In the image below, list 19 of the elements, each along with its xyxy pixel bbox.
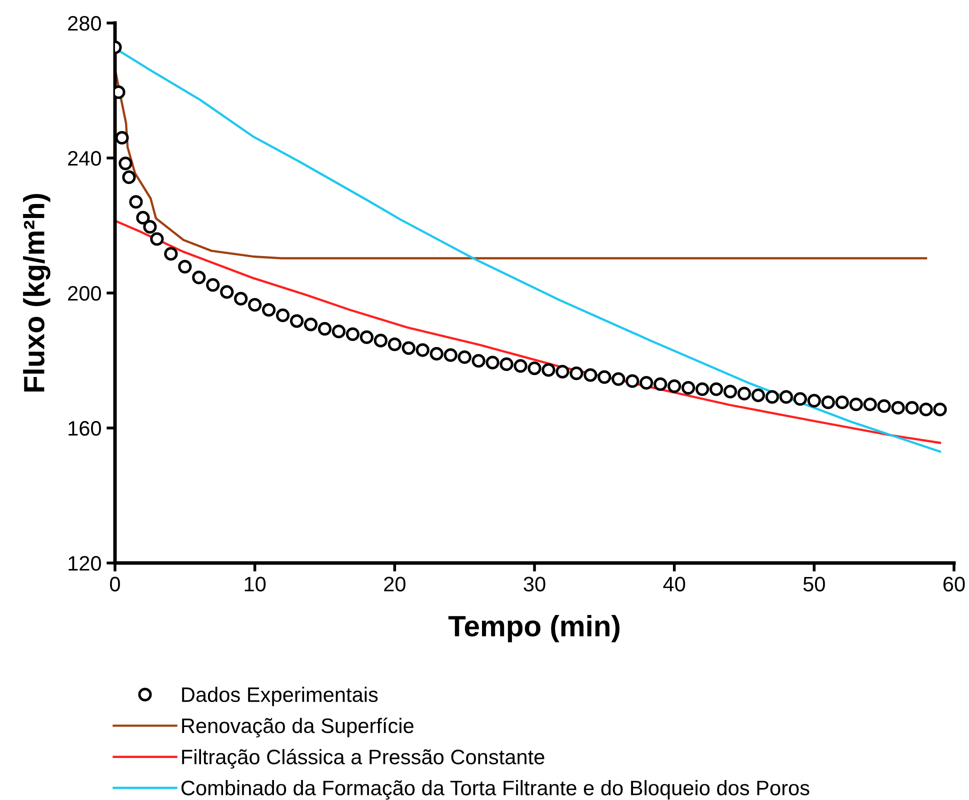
y-tick-label: 240 xyxy=(68,151,101,166)
x-tick-label: 30 xyxy=(524,576,546,592)
legend-label: Dados Experimentais xyxy=(182,686,378,706)
x-tick-label: 60 xyxy=(943,576,965,592)
legend-label: Filtração Clássica a Pressão Constante xyxy=(182,748,544,769)
line-series xyxy=(115,220,942,444)
y-tick-label: 200 xyxy=(68,286,101,301)
y-tick-label: 160 xyxy=(68,421,101,436)
x-tick-label: 0 xyxy=(110,576,120,592)
x-axis-title: Tempo (min) xyxy=(448,615,620,642)
legend-label: Renovação da Superfície xyxy=(182,718,414,738)
y-tick-label: 280 xyxy=(68,16,101,31)
y-axis-title: Fluxo (kg/m²h) xyxy=(23,194,50,392)
x-tick-label: 40 xyxy=(663,576,686,592)
x-tick-label: 20 xyxy=(384,576,406,592)
x-tick-label: 10 xyxy=(244,576,266,592)
x-tick-label: 50 xyxy=(803,576,825,592)
y-tick-label: 120 xyxy=(68,556,101,571)
legend-label: Combinado da Formação da Torta Filtrante e do Bloqueio dos Poros xyxy=(181,780,810,800)
